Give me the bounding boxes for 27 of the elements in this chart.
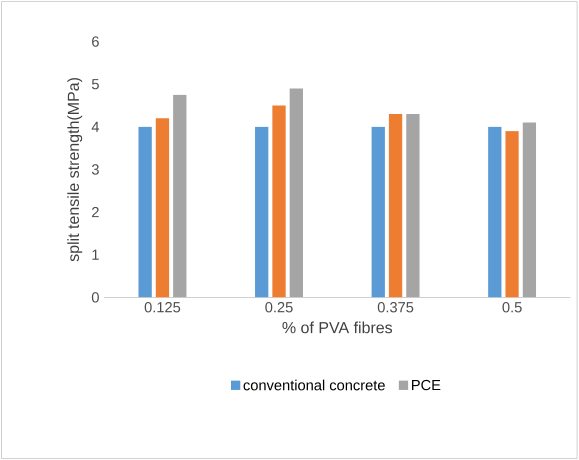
y-axis-title: split tensile strength(MPa) (67, 78, 82, 262)
bar (388, 114, 402, 298)
legend-label: conventional concrete (244, 380, 385, 390)
bar (272, 105, 286, 298)
y-tick-label: 3 (92, 164, 99, 175)
x-axis-title: % of PVA fibres (282, 322, 392, 334)
bar (406, 114, 420, 298)
x-tick-label: 0.375 (378, 302, 414, 312)
x-tick-label: 0.25 (265, 302, 293, 312)
bar (290, 88, 303, 298)
bar (138, 126, 152, 298)
bar (372, 126, 385, 298)
bar (255, 126, 268, 298)
y-tick-label: 0 (92, 292, 99, 302)
y-tick-label: 6 (92, 36, 99, 47)
legend-label: PCE (412, 380, 440, 390)
y-tick-label: 5 (92, 79, 99, 90)
bar (156, 118, 170, 298)
bar (522, 122, 536, 298)
y-tick-label: 1 (92, 250, 99, 260)
bar (488, 126, 502, 298)
y-tick-label: 2 (92, 206, 99, 218)
bar (505, 131, 519, 298)
bar (173, 94, 186, 298)
x-tick-label: 0.5 (502, 302, 522, 312)
x-tick-label: 0.125 (144, 302, 180, 312)
y-tick-label: 4 (92, 122, 100, 132)
